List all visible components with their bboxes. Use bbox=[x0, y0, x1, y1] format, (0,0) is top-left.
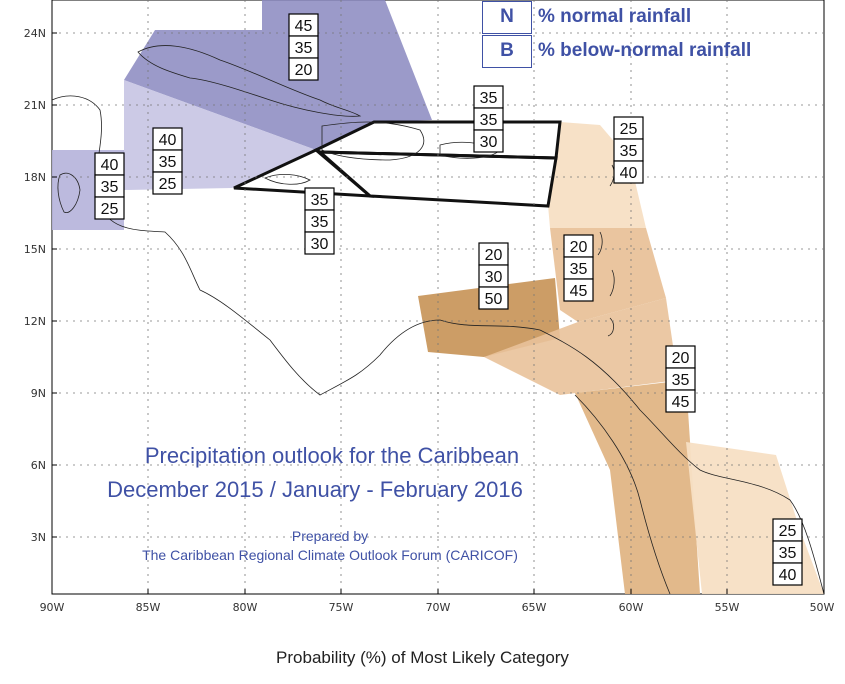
probability-box-guyana: 20 35 45 bbox=[665, 345, 696, 413]
region-suriname-guyane bbox=[575, 380, 700, 594]
probability-box-windward-islands: 20 35 45 bbox=[563, 234, 594, 302]
probability-boxes: 45 35 20 40 35 25 40 35 25 35 35 30 35 35 30 25 35 40 20 35… bbox=[94, 13, 803, 586]
probability-value: 35 bbox=[480, 90, 498, 107]
probability-cell bbox=[152, 171, 183, 195]
lon-label: 80W bbox=[233, 601, 258, 614]
probability-value: 45 bbox=[295, 18, 313, 35]
probability-box-jamaica: 35 35 30 bbox=[304, 187, 335, 255]
legend-code-normal: N bbox=[482, 0, 532, 34]
probability-cell bbox=[304, 231, 335, 255]
lat-label: 6N bbox=[31, 459, 46, 472]
lon-label: 90W bbox=[40, 601, 65, 614]
lon-label: 70W bbox=[426, 601, 451, 614]
prepared-by-label: Prepared by bbox=[292, 528, 368, 544]
probability-value: 20 bbox=[295, 62, 313, 79]
probability-value: 25 bbox=[159, 176, 177, 193]
legend-label-normal: % normal rainfall bbox=[538, 6, 692, 27]
probability-value: 25 bbox=[620, 121, 638, 138]
probability-value: 20 bbox=[485, 247, 503, 264]
legend: N % normal rainfall B % below-normal rai… bbox=[482, 0, 751, 68]
region-cuba-bahamas bbox=[124, 0, 432, 150]
lon-label: 55W bbox=[715, 601, 740, 614]
probability-value: 20 bbox=[672, 350, 690, 367]
probability-cell bbox=[613, 160, 644, 184]
probability-box-suriname-french-guiana: 25 35 40 bbox=[772, 518, 803, 586]
probability-value: 35 bbox=[480, 112, 498, 129]
map-title-line1: Precipitation outlook for the Caribbean bbox=[145, 443, 519, 468]
probability-box-abc-islands: 20 30 50 bbox=[478, 242, 509, 310]
probability-box-western-caribbean: 40 35 25 bbox=[152, 127, 183, 195]
probability-value: 40 bbox=[620, 165, 638, 182]
probability-cell bbox=[478, 286, 509, 310]
probability-value: 35 bbox=[672, 372, 690, 389]
lon-label: 60W bbox=[619, 601, 644, 614]
legend-code-below: B bbox=[482, 34, 532, 68]
probability-value: 30 bbox=[311, 236, 329, 253]
axis-ticks bbox=[51, 32, 825, 594]
outlined-regions bbox=[233, 120, 562, 208]
probability-value: 25 bbox=[779, 523, 797, 540]
lat-label: 15N bbox=[24, 243, 46, 256]
probability-value: 50 bbox=[485, 291, 503, 308]
probability-value: 45 bbox=[672, 394, 690, 411]
probability-value: 20 bbox=[570, 239, 588, 256]
probability-cell bbox=[563, 278, 594, 302]
lon-label: 75W bbox=[329, 601, 354, 614]
probability-box-hispaniola-pr: 35 35 30 bbox=[473, 85, 504, 153]
probability-value: 35 bbox=[295, 40, 313, 57]
probability-value: 45 bbox=[570, 283, 588, 300]
lat-label: 12N bbox=[24, 315, 46, 328]
legend-row-below: B % below-normal rainfall bbox=[482, 34, 751, 68]
grid bbox=[52, 0, 824, 594]
longitude-labels: 90W 85W 80W 75W 70W 65W 60W 55W 50W bbox=[40, 601, 835, 614]
region-abc bbox=[418, 278, 560, 357]
lat-label: 18N bbox=[24, 171, 46, 184]
probability-value: 35 bbox=[159, 154, 177, 171]
lat-label: 9N bbox=[31, 387, 46, 400]
probability-cell bbox=[473, 129, 504, 153]
lon-label: 85W bbox=[136, 601, 161, 614]
lat-label: 21N bbox=[24, 99, 46, 112]
probability-cell bbox=[288, 57, 319, 81]
probability-value: 40 bbox=[101, 157, 119, 174]
probability-value: 35 bbox=[101, 179, 119, 196]
probability-value: 25 bbox=[101, 201, 119, 218]
probability-box-belize: 40 35 25 bbox=[94, 152, 125, 220]
probability-value: 30 bbox=[480, 134, 498, 151]
legend-label-below: % below-normal rainfall bbox=[538, 40, 752, 61]
prepared-by-org: The Caribbean Regional Climate Outlook F… bbox=[142, 547, 518, 563]
probability-value: 35 bbox=[570, 261, 588, 278]
probability-value: 40 bbox=[779, 567, 797, 584]
lat-label: 24N bbox=[24, 27, 46, 40]
probability-cell bbox=[665, 389, 696, 413]
probability-box-leeward-islands: 25 35 40 bbox=[613, 116, 644, 184]
latitude-labels: 24N 21N 18N 15N 12N 9N 6N 3N bbox=[24, 27, 46, 544]
probability-value: 30 bbox=[485, 269, 503, 286]
region-leeward bbox=[548, 122, 646, 228]
probability-box-cuba-bahamas: 45 35 20 bbox=[288, 13, 319, 81]
probability-value: 40 bbox=[159, 132, 177, 149]
region-guyana bbox=[484, 298, 678, 395]
map-title-line2: December 2015 / January - February 2016 bbox=[107, 477, 523, 502]
lon-label: 65W bbox=[522, 601, 547, 614]
bottom-title: Probability (%) of Most Likely Category bbox=[276, 648, 569, 667]
lat-label: 3N bbox=[31, 531, 46, 544]
legend-row-normal: N % normal rainfall bbox=[482, 0, 751, 34]
probability-value: 35 bbox=[779, 545, 797, 562]
lon-label: 50W bbox=[810, 601, 835, 614]
probability-cell bbox=[772, 562, 803, 586]
probability-cell bbox=[94, 196, 125, 220]
probability-value: 35 bbox=[620, 143, 638, 160]
probability-value: 35 bbox=[311, 192, 329, 209]
probability-value: 35 bbox=[311, 214, 329, 231]
